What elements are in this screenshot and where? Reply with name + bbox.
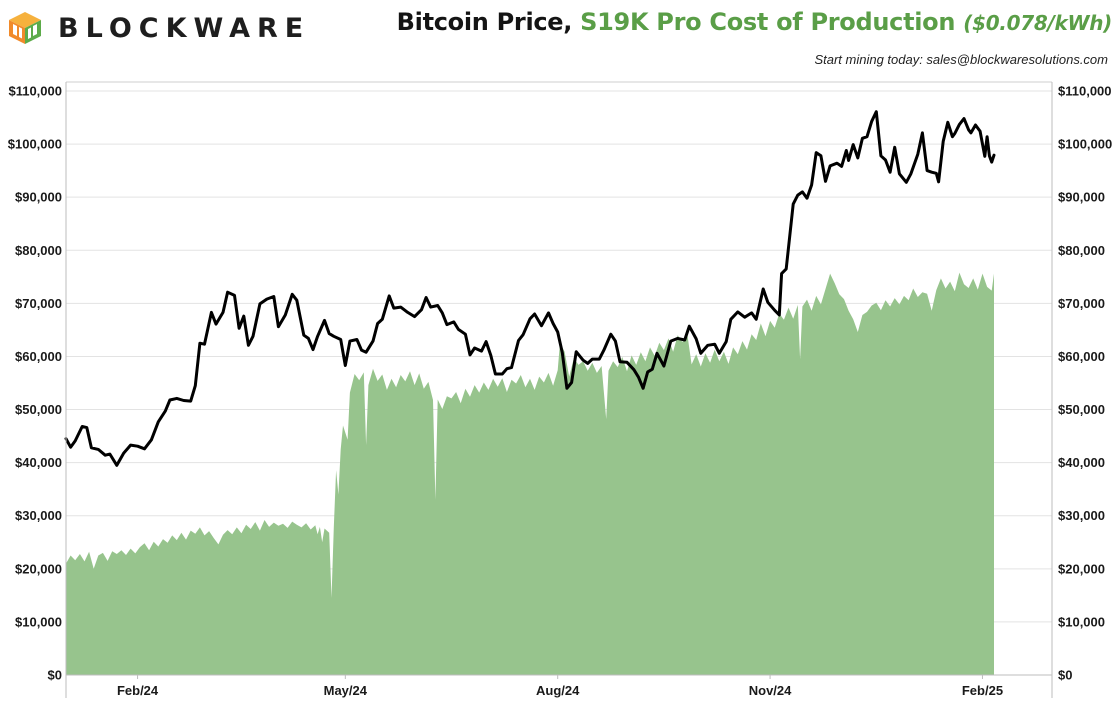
x-tick-label: Nov/24 [749,683,792,698]
x-tick-label: May/24 [324,683,368,698]
y-tick-label-left: $90,000 [15,190,62,205]
y-axis-right: $0 $10,000 $20,000 $30,000 $40,000 $50,000 $60… [1058,84,1112,683]
y-tick-label-right: $80,000 [1058,243,1105,258]
y-tick-label-left: $0 [48,668,62,683]
y-tick-label-left: $60,000 [15,349,62,364]
y-tick-label-right: $20,000 [1058,561,1105,576]
y-tick-label-left: $50,000 [15,402,62,417]
y-tick-label-right: $90,000 [1058,190,1105,205]
y-tick-label-left: $110,000 [8,84,62,99]
brand-name: BLOCKWARE [58,12,311,44]
y-tick-label-right: $50,000 [1058,402,1105,417]
chart-subtitle: Start mining today: sales@blockwaresolut… [814,52,1108,67]
x-axis: Feb/24 May/24 Aug/24 Nov/24 Feb/25 [117,675,1003,698]
y-tick-label-left: $100,000 [8,137,62,152]
y-tick-label-left: $40,000 [15,455,62,470]
y-tick-label-left: $30,000 [15,508,62,523]
x-tick-label: Feb/24 [117,683,159,698]
y-tick-label-right: $30,000 [1058,508,1105,523]
y-tick-label-right: $110,000 [1058,84,1112,99]
title-electricity-rate: ($0.078/kWh) [963,11,1112,35]
chart-title: Bitcoin Price, S19K Pro Cost of Producti… [396,8,1113,36]
title-cost-of-production: S19K Pro Cost of Production [580,8,956,36]
y-axis-left: $0 $10,000 $20,000 $30,000 $40,000 $50,000 $60… [8,84,62,683]
y-tick-label-left: $80,000 [15,243,62,258]
y-tick-label-right: $100,000 [1058,137,1112,152]
y-tick-label-right: $40,000 [1058,455,1105,470]
brand-logo: BLOCKWARE [8,6,310,50]
y-tick-label-left: $70,000 [15,296,62,311]
x-tick-label: Feb/25 [962,683,1003,698]
y-tick-label-left: $10,000 [15,614,62,629]
x-tick-label: Aug/24 [536,683,580,698]
bitcoin-price-line [64,110,996,467]
y-tick-label-left: $20,000 [15,561,62,576]
cost-of-production-area [66,272,994,675]
y-tick-label-right: $10,000 [1058,614,1105,629]
y-tick-label-right: $0 [1058,668,1072,683]
blockware-cube-icon [9,12,41,44]
y-tick-label-right: $60,000 [1058,349,1105,364]
title-bitcoin-price: Bitcoin Price, [396,8,573,36]
y-tick-label-right: $70,000 [1058,296,1105,311]
plot-frame [65,81,1053,698]
